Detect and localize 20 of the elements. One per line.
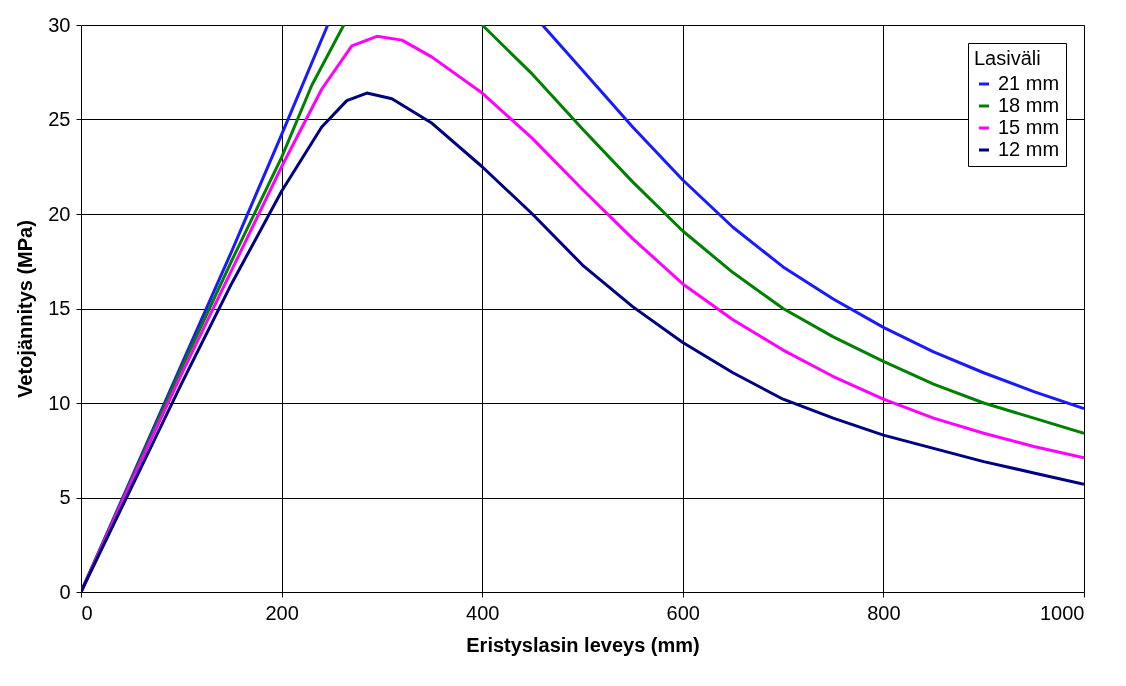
y-tick-label: 5 xyxy=(59,486,71,508)
x-tick-label: 600 xyxy=(666,601,700,624)
y-tick-label: 10 xyxy=(48,391,71,414)
legend-label: 15 mm xyxy=(998,116,1060,138)
legend-label: 12 mm xyxy=(998,138,1060,160)
legend-label: 21 mm xyxy=(998,72,1060,94)
x-tick-label: 800 xyxy=(867,601,901,624)
legend-title: Lasiväli xyxy=(974,47,1041,69)
x-tick-label: 1000 xyxy=(1040,601,1085,624)
x-axis-title: Eristyslasin leveys (mm) xyxy=(466,633,700,656)
x-tick-label: 400 xyxy=(466,601,500,624)
y-tick-label: 0 xyxy=(59,580,71,603)
x-tick-label: 200 xyxy=(265,601,299,624)
y-tick-label: 25 xyxy=(48,108,71,130)
legend-label: 18 mm xyxy=(998,94,1060,116)
y-axis-title: Vetojännitys (MPa) xyxy=(14,220,37,398)
x-tick-label: 0 xyxy=(81,601,93,624)
y-tick-label: 15 xyxy=(48,297,71,319)
y-tick-label: 20 xyxy=(48,202,71,225)
y-tick-label: 30 xyxy=(48,13,71,36)
